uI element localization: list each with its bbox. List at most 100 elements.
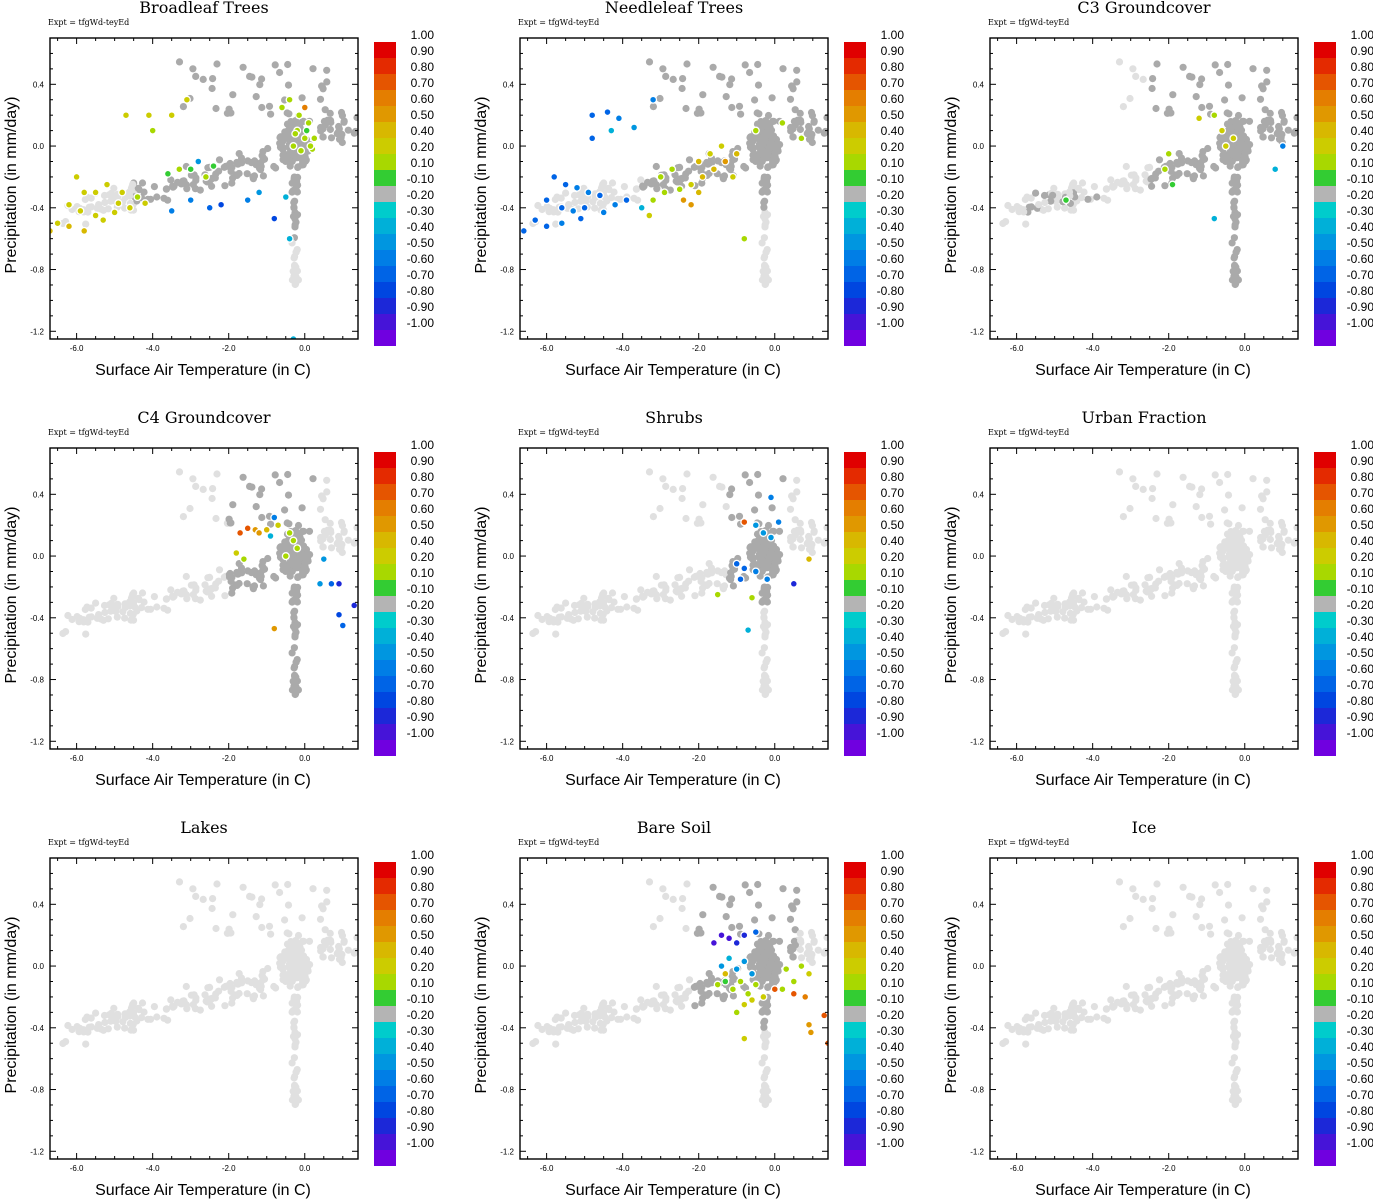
background-point <box>662 72 670 80</box>
colorbar-swatch <box>374 1118 396 1134</box>
colorbar-swatch <box>374 74 396 90</box>
background-point <box>1219 971 1227 979</box>
background-point <box>577 607 585 615</box>
background-point <box>276 478 284 487</box>
colorbar-swatch <box>374 314 396 330</box>
colorbar-swatch <box>1314 724 1336 740</box>
background-point <box>1184 567 1192 575</box>
background-point <box>138 999 147 1007</box>
colorbar-label: -0.60 <box>407 252 435 266</box>
background-point <box>716 892 724 901</box>
colorbar-swatch <box>844 1134 866 1150</box>
background-point <box>281 506 289 514</box>
colorbar-swatch <box>1314 484 1336 500</box>
background-point <box>751 916 759 924</box>
background-point <box>186 504 194 513</box>
colorbar-label: -0.60 <box>407 1072 435 1086</box>
background-point <box>121 614 129 622</box>
colorbar-swatch <box>374 974 396 990</box>
background-point <box>1132 72 1140 80</box>
background-point <box>109 601 117 609</box>
background-point <box>291 1082 299 1090</box>
background-point <box>1232 658 1240 666</box>
background-point <box>749 561 757 569</box>
background-point <box>775 937 784 945</box>
colorbar-swatch <box>374 202 396 218</box>
data-point <box>766 493 776 502</box>
background-point <box>323 488 331 496</box>
background-point <box>1074 184 1082 192</box>
data-point <box>770 985 779 994</box>
background-point <box>294 173 302 181</box>
colorbar-swatch <box>844 660 866 676</box>
background-point <box>760 664 768 672</box>
background-point <box>256 901 264 909</box>
background-point <box>695 983 704 991</box>
background-point <box>1020 618 1028 626</box>
colorbar-label: 0.10 <box>411 566 435 580</box>
colorbar-label: -0.30 <box>407 204 435 218</box>
colorbar-swatch <box>844 1070 866 1086</box>
background-point <box>1280 527 1288 535</box>
background-point <box>244 157 252 165</box>
y-tick-label: 0.0 <box>33 962 45 971</box>
background-point <box>1166 109 1174 117</box>
data-point <box>717 142 726 151</box>
colorbar-label: 0.60 <box>1351 92 1373 106</box>
background-point <box>1161 182 1169 190</box>
background-point <box>754 470 762 479</box>
background-point <box>326 519 334 528</box>
colorbar: 1.000.900.800.700.600.500.400.200.10-0.1… <box>374 438 434 756</box>
y-tick-label: -0.8 <box>30 676 44 685</box>
background-point <box>199 75 207 83</box>
x-tick-label: -4.0 <box>1086 344 1100 353</box>
background-point <box>1032 1009 1040 1017</box>
background-point <box>290 1074 298 1082</box>
background-point <box>169 592 177 600</box>
colorbar-label: 0.10 <box>411 156 435 170</box>
colorbar-swatch <box>844 42 866 58</box>
background-point <box>246 72 254 80</box>
data-point <box>751 521 760 530</box>
background-point <box>679 75 687 83</box>
background-point <box>632 595 641 603</box>
background-point <box>677 995 685 1003</box>
background-point <box>107 1017 115 1025</box>
background-point <box>112 1017 120 1025</box>
y-tick-label: -1.2 <box>970 327 984 336</box>
background-point <box>725 164 734 172</box>
background-point <box>793 78 801 86</box>
colorbar-label: -0.70 <box>407 268 435 282</box>
data-point <box>736 977 745 986</box>
data-point <box>732 965 741 974</box>
background-point <box>604 594 612 602</box>
colorbar-label: 0.10 <box>881 566 905 580</box>
colorbar-label: -0.10 <box>877 172 905 186</box>
background-point <box>1023 1013 1031 1021</box>
background-point <box>1199 558 1207 566</box>
colorbar-label: -0.30 <box>407 1024 435 1038</box>
background-point <box>291 223 299 231</box>
background-point <box>659 65 667 73</box>
y-tick-label: -1.2 <box>500 327 514 336</box>
background-point <box>735 512 744 520</box>
background-point <box>258 485 266 493</box>
background-point <box>713 990 721 998</box>
background-point <box>1290 539 1298 547</box>
data-point <box>53 219 62 228</box>
colorbar-label: 1.00 <box>411 848 435 862</box>
background-point <box>703 978 711 987</box>
background-point <box>1280 937 1288 945</box>
background-point <box>1022 1040 1030 1048</box>
panel-title: Bare Soil <box>637 818 711 837</box>
background-point <box>751 96 759 104</box>
background-point <box>623 603 631 611</box>
background-point <box>1152 514 1160 523</box>
background-point <box>207 995 215 1003</box>
background-point <box>1267 954 1276 962</box>
background-point <box>1266 109 1274 117</box>
background-point <box>258 895 266 903</box>
data-point <box>1195 114 1204 123</box>
background-point <box>288 1096 296 1104</box>
background-point <box>1123 185 1131 193</box>
